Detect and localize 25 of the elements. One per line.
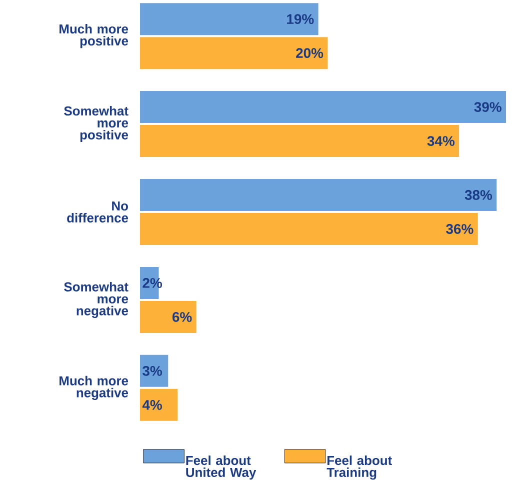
- y-tick-label: Somewhat more negative: [64, 282, 128, 318]
- bar: [140, 212, 478, 245]
- bar: [140, 354, 168, 387]
- bar: [140, 300, 196, 333]
- data-label: 6%: [172, 312, 192, 322]
- bar: [140, 125, 460, 158]
- y-tick-label: Much more negative: [60, 376, 128, 400]
- bar: [140, 91, 506, 124]
- y-tick-label: Much more positive: [60, 24, 128, 48]
- data-label: 19%: [287, 14, 314, 24]
- bar: [140, 37, 328, 70]
- legend-label: Feel about United Way: [186, 456, 256, 480]
- legend-label: Feel about Training: [326, 456, 392, 480]
- data-label: 3%: [142, 366, 162, 376]
- y-tick-label: No difference: [67, 202, 128, 222]
- data-label: 39%: [474, 102, 502, 112]
- bar: [140, 388, 178, 421]
- bar: [140, 3, 318, 36]
- bar: [140, 178, 497, 211]
- data-label: 20%: [296, 48, 324, 58]
- data-label: 38%: [464, 190, 492, 200]
- y-tick-label: Somewhat more positive: [64, 106, 128, 142]
- data-label: 4%: [142, 400, 162, 410]
- data-label: 34%: [427, 136, 455, 146]
- data-label: 36%: [446, 224, 474, 234]
